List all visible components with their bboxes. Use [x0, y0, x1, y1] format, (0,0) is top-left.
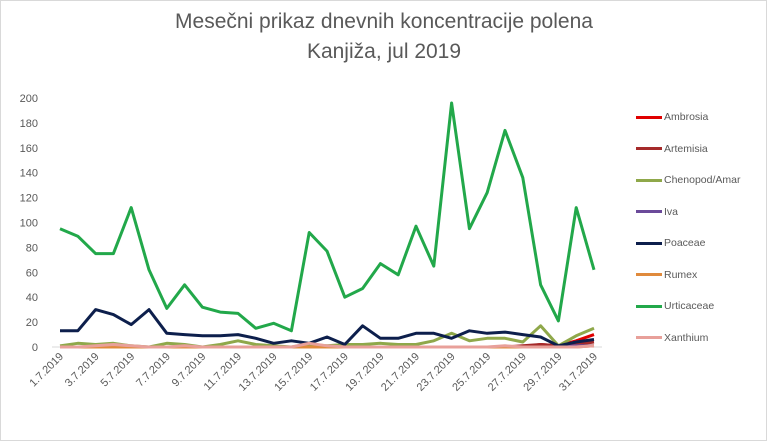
legend-label: Chenopod/Amar — [664, 174, 741, 186]
chart-subtitle: Kanjiža, jul 2019 — [306, 40, 462, 63]
legend-label: Iva — [664, 205, 679, 218]
series-line-urticaceae — [59, 101, 596, 333]
y-tick-label: 80 — [26, 242, 38, 254]
series-line-poaceae — [60, 308, 595, 348]
legend-swatch — [636, 210, 662, 213]
legend-label: Rumex — [664, 268, 698, 281]
y-tick-label: 120 — [20, 193, 38, 205]
x-tick-label: 31.7.2019 — [557, 351, 600, 394]
legend-swatch — [636, 178, 662, 182]
legend-swatch — [636, 241, 662, 245]
legend-item: Artemisia — [636, 142, 708, 156]
legend-item: Rumex — [636, 268, 697, 282]
y-tick-label: 140 — [20, 168, 38, 180]
y-tick-label: 160 — [20, 143, 38, 155]
legend-swatch — [636, 273, 662, 276]
x-tick-label: 5.7.2019 — [99, 351, 138, 390]
x-axis: 1.7.20193.7.20195.7.20197.7.20199.7.2019… — [27, 346, 602, 394]
legend-item: Urticaceae — [636, 299, 714, 313]
legend-item: Iva — [636, 205, 678, 219]
y-tick-label: 20 — [26, 317, 38, 329]
series-line-xanthium — [60, 341, 595, 349]
chart-title: Mesečni prikaz dnevnih koncentracije pol… — [175, 10, 593, 33]
y-tick-label: 180 — [20, 118, 38, 130]
series-layer — [59, 101, 596, 349]
y-tick-label: 60 — [26, 267, 38, 279]
x-tick-label: 7.7.2019 — [134, 351, 173, 390]
legend-item: Ambrosia — [636, 110, 708, 124]
legend-swatch — [636, 336, 662, 339]
legend-item: Poaceae — [636, 236, 705, 250]
y-tick-label: 200 — [20, 93, 38, 105]
legend-item: Xanthium — [636, 331, 708, 345]
legend-label: Ambrosia — [664, 111, 709, 123]
legend-label: Artemisia — [664, 142, 708, 155]
y-tick-label: 100 — [20, 218, 38, 230]
x-tick-label: 3.7.2019 — [63, 351, 102, 390]
legend-label: Xanthium — [664, 331, 709, 344]
legend-label: Urticaceae — [664, 300, 715, 312]
y-axis: 0 20 40 60 80 100 120 140 160 180 200 — [20, 93, 38, 354]
legend-swatch — [636, 147, 662, 150]
legend-swatch — [636, 304, 662, 308]
y-tick-label: 0 — [32, 342, 38, 354]
legend-item: Chenopod/Amar — [636, 173, 740, 187]
legend-swatch — [636, 115, 662, 119]
x-tick-label: 1.7.2019 — [27, 351, 66, 390]
y-tick-label: 40 — [26, 292, 38, 304]
legend-label: Poaceae — [664, 237, 706, 249]
